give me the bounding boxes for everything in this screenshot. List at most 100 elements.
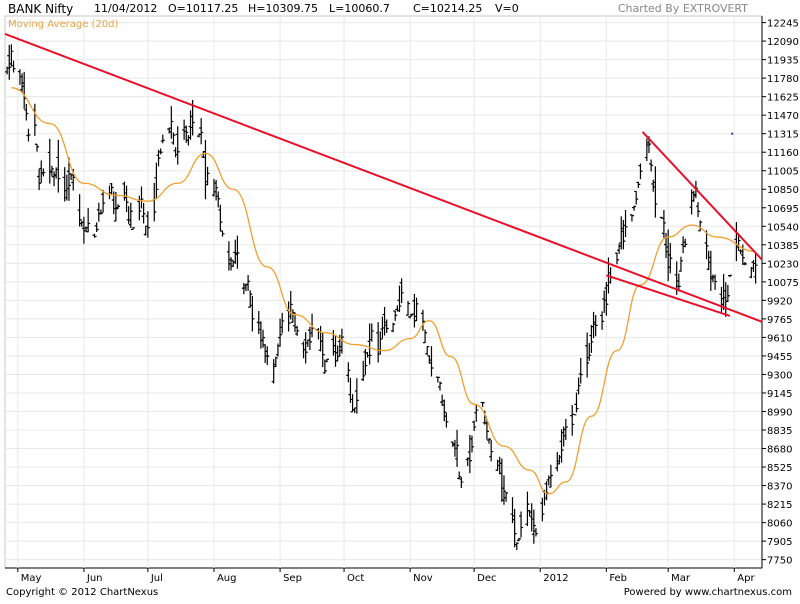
ohlc-bar bbox=[438, 381, 443, 391]
y-tick-label: 8990 bbox=[767, 407, 792, 418]
ohlc-bar bbox=[516, 537, 521, 542]
ohlc-bar bbox=[698, 220, 703, 232]
ohlc-bar bbox=[94, 222, 99, 233]
ohlc-bar bbox=[480, 401, 485, 407]
ohlc-bar bbox=[489, 439, 494, 462]
ohlc-bar bbox=[504, 492, 509, 502]
ohlc-bar bbox=[218, 204, 223, 232]
ohlc-bar bbox=[303, 332, 308, 364]
ohlc-bar bbox=[425, 346, 430, 355]
x-tick-label: Oct bbox=[347, 573, 364, 584]
ohlc-bar bbox=[621, 219, 626, 250]
copyright-label: Copyright © 2012 ChartNexus bbox=[6, 587, 159, 598]
ohlc-bar bbox=[459, 477, 464, 489]
x-tick-label: 2012 bbox=[543, 573, 568, 584]
ohlc-bar bbox=[66, 157, 71, 201]
ohlc-bar bbox=[214, 180, 219, 201]
ohlc-bar bbox=[540, 497, 545, 522]
ohlc-bar bbox=[632, 205, 637, 211]
ohlc-bar bbox=[250, 295, 255, 332]
ohlc-bar bbox=[578, 357, 583, 384]
y-tick-label: 11470 bbox=[767, 111, 799, 122]
ohlc-bar bbox=[216, 191, 221, 208]
ohlc-bar bbox=[572, 413, 577, 416]
ohlc-bar bbox=[559, 429, 564, 463]
ohlc-bar bbox=[414, 297, 419, 322]
y-tick-label: 8060 bbox=[767, 519, 792, 530]
ohlc-bar bbox=[638, 163, 643, 180]
y-tick-label: 10385 bbox=[767, 241, 799, 252]
y-tick-label: 11780 bbox=[767, 74, 799, 85]
ohlc-bar bbox=[397, 285, 402, 313]
ohlc-bar bbox=[86, 208, 91, 233]
ohlc-bar bbox=[514, 542, 519, 551]
ohlc-bar bbox=[457, 471, 462, 480]
y-tick-label: 9765 bbox=[767, 315, 792, 326]
ohlc-bar bbox=[589, 325, 594, 353]
ohlc-bar bbox=[278, 318, 283, 347]
charted-by-label: Charted By EXTROVERT bbox=[617, 2, 748, 15]
ohlc-bar bbox=[128, 202, 133, 228]
ohlc-bar bbox=[442, 399, 447, 422]
ohlc-bar bbox=[604, 282, 609, 316]
x-tick-label: Jun bbox=[86, 573, 103, 584]
ohlc-bar bbox=[171, 132, 176, 145]
volume: V=0 bbox=[495, 2, 519, 15]
y-tick-label: 10230 bbox=[767, 259, 799, 270]
y-tick-label: 9145 bbox=[767, 389, 792, 400]
close-price: C=10214.25 bbox=[413, 2, 483, 15]
y-tick-label: 7750 bbox=[767, 556, 792, 567]
ohlc-bar bbox=[484, 419, 489, 440]
ohlc-bar bbox=[184, 125, 189, 143]
ohlc-bar bbox=[363, 349, 368, 375]
ohlc-bar bbox=[399, 278, 404, 304]
ohlc-bar bbox=[361, 360, 366, 381]
ohlc-bar bbox=[649, 159, 654, 172]
ohlc-bar bbox=[26, 128, 31, 142]
y-tick-label: 8835 bbox=[767, 426, 792, 437]
ohlc-bar bbox=[429, 346, 434, 377]
ohlc-bar bbox=[533, 528, 538, 537]
trendline bbox=[4, 32, 763, 323]
ohlc-bar bbox=[246, 275, 251, 291]
ohlc-bar bbox=[220, 230, 225, 237]
ohlc-bar bbox=[101, 190, 106, 213]
ohlc-bar bbox=[156, 149, 161, 167]
ohlc-bar bbox=[423, 329, 428, 344]
ohlc-bar bbox=[455, 429, 460, 467]
ohlc-bar bbox=[169, 106, 174, 139]
ohlc-bar bbox=[614, 252, 619, 265]
x-tick-label: Apr bbox=[737, 573, 755, 584]
ohlc-bar bbox=[354, 378, 359, 414]
ohlc-bar bbox=[393, 310, 398, 321]
y-tick-label: 12090 bbox=[767, 37, 799, 48]
ohlc-bar bbox=[678, 256, 683, 272]
ohlc-bar bbox=[37, 168, 42, 191]
y-tick-label: 8525 bbox=[767, 463, 792, 474]
ohlc-bar bbox=[56, 139, 61, 193]
ohlc-bar bbox=[725, 285, 730, 303]
y-tick-label: 12245 bbox=[767, 19, 799, 30]
ohlc-bar bbox=[728, 274, 733, 278]
x-tick-label: Mar bbox=[671, 573, 691, 584]
ohlc-bar bbox=[587, 343, 592, 361]
y-tick-label: 9300 bbox=[767, 370, 792, 381]
y-tick-label: 11935 bbox=[767, 56, 799, 67]
ohlc-bar bbox=[576, 377, 581, 395]
ohlc-bar bbox=[548, 464, 553, 488]
moving-average-legend: Moving Average (20d) bbox=[8, 19, 119, 30]
ohlc-bar bbox=[742, 262, 747, 266]
ohlc-bar bbox=[116, 204, 121, 209]
ohlc-bar bbox=[420, 309, 425, 331]
y-tick-label: 8370 bbox=[767, 482, 792, 493]
ohlc-bar bbox=[369, 323, 374, 342]
ohlc-bar bbox=[324, 358, 329, 363]
ohlc-bar bbox=[367, 323, 372, 365]
ohlc-bar bbox=[563, 418, 568, 440]
ohlc-bar bbox=[9, 44, 14, 67]
ohlc-bar bbox=[24, 104, 29, 121]
ohlc-bar bbox=[435, 376, 440, 383]
ohlc-bar bbox=[487, 438, 492, 444]
y-tick-label: 7905 bbox=[767, 537, 792, 548]
